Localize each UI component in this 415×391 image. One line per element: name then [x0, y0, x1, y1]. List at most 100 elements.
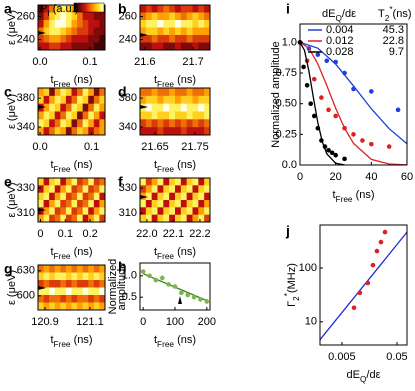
- heatmap-cell: [157, 95, 164, 105]
- heatmap-cell: [60, 20, 67, 28]
- heatmap-cell: [93, 20, 100, 28]
- x-axis-label: tFree (ns): [154, 246, 196, 261]
- heatmap-cell: [60, 5, 67, 13]
- data-point: [374, 248, 380, 254]
- heatmap-cell: [38, 119, 44, 128]
- fit-line: [299, 42, 345, 166]
- heatmap-cell: [99, 200, 106, 208]
- heatmap-cell: [99, 192, 106, 201]
- heatmap-cell: [140, 200, 147, 208]
- heatmap-cell: [204, 5, 211, 13]
- heatmap-cell: [71, 111, 78, 120]
- y-tick-label: 0.75: [276, 67, 297, 79]
- x-axis-label-part: (ns): [71, 334, 93, 346]
- heatmap-cell: [169, 42, 176, 51]
- heatmap-cell: [93, 12, 100, 21]
- heatmap-cell: [60, 287, 67, 296]
- heatmap-cell: [175, 214, 182, 223]
- heatmap-cell: [54, 200, 61, 208]
- heatmap-cell: [82, 119, 89, 128]
- heatmap-cell: [49, 119, 56, 128]
- heatmap-cell: [175, 185, 182, 194]
- data-point: [301, 64, 306, 70]
- heatmap-cell: [198, 119, 205, 128]
- heatmap-cell: [43, 119, 50, 128]
- heatmap-cell: [151, 103, 158, 112]
- heatmap-cell: [163, 20, 170, 28]
- heatmap-cell: [169, 178, 176, 186]
- heatmap-cell: [38, 200, 44, 208]
- heatmap-cell: [93, 88, 100, 97]
- heatmap-cell: [77, 103, 84, 112]
- heatmap-cell: [99, 127, 106, 136]
- heatmap-cell: [82, 265, 89, 273]
- heatmap-cell: [186, 214, 193, 223]
- colorbar-label-part: I: [47, 9, 49, 18]
- data-point: [333, 59, 338, 65]
- heatmap-cell: [88, 185, 95, 194]
- data-point: [315, 52, 321, 57]
- heatmap-cell: [192, 27, 199, 36]
- x-tick-label: 21.6: [134, 56, 155, 68]
- heatmap-cell: [186, 103, 193, 112]
- legend-title-part: 2: [385, 14, 390, 23]
- heatmap-cell: [169, 27, 176, 36]
- x-axis-label-part: Q: [360, 375, 367, 384]
- heatmap-cell: [71, 185, 78, 194]
- heatmap-cell: [82, 178, 89, 186]
- heatmap-cell: [88, 207, 95, 216]
- panel-label: i: [286, 1, 290, 17]
- heatmap-cell: [93, 35, 100, 43]
- heatmap-cell: [82, 88, 89, 97]
- heatmap-cell: [198, 27, 205, 36]
- heatmap-cell: [38, 111, 44, 120]
- heatmap-cell: [88, 103, 95, 112]
- heatmap-cell: [157, 5, 164, 13]
- y-tick-label: 330: [17, 182, 35, 194]
- heatmap-cell: [54, 5, 61, 13]
- heatmap-cell: [93, 280, 100, 288]
- heatmap-cell: [180, 5, 188, 13]
- heatmap-cell: [77, 111, 84, 120]
- x-axis-label-part: Free: [157, 80, 174, 89]
- heatmap-cell: [65, 95, 72, 105]
- heatmap-cell: [88, 12, 95, 21]
- heatmap-cell: [77, 88, 84, 97]
- heatmap-cell: [88, 42, 95, 51]
- y-tick-label: 0.0: [282, 159, 297, 171]
- heatmap-cell: [93, 192, 100, 201]
- heatmap-cell: [60, 119, 67, 128]
- heatmap-cell: [175, 103, 182, 112]
- heatmap-cell: [186, 20, 193, 28]
- data-point: [326, 107, 331, 113]
- heatmap-cell: [43, 35, 50, 43]
- heatmap-cell: [99, 103, 106, 112]
- heatmap-cell: [38, 42, 44, 51]
- x-tick-label: 0.0: [32, 141, 47, 153]
- heatmap-cell: [49, 5, 56, 13]
- heatmap-cell: [163, 27, 170, 36]
- x-axis-label-part: t: [154, 246, 157, 258]
- heatmap-cell: [151, 207, 158, 216]
- heatmap-cell: [54, 185, 61, 194]
- heatmap-cell: [163, 95, 170, 105]
- heatmap-cell: [60, 200, 67, 208]
- heatmap-cell: [198, 200, 205, 208]
- heatmap-cell: [43, 127, 50, 136]
- heatmap-cell: [38, 287, 44, 296]
- heatmap-cell: [54, 119, 61, 128]
- x-tick-label: 0: [140, 316, 146, 328]
- heatmap-cell: [145, 35, 153, 43]
- x-axis-label-part: Free: [54, 80, 71, 89]
- heatmap-cell: [145, 12, 153, 21]
- heatmap-cell: [88, 287, 95, 296]
- heatmap-cell: [180, 127, 188, 136]
- heatmap-cell: [175, 127, 182, 136]
- heatmap-cell: [175, 200, 182, 208]
- x-tick-label: 22.1: [163, 228, 184, 240]
- heatmap-cell: [163, 192, 170, 201]
- heatmap-cell: [151, 5, 158, 13]
- legend-title-part: Q: [335, 14, 342, 23]
- heatmap-cell: [186, 42, 193, 51]
